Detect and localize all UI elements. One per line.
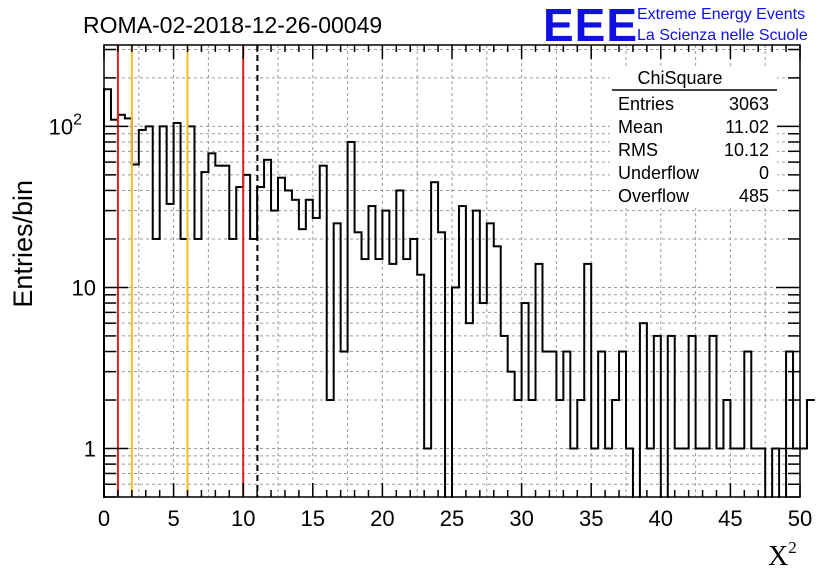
stats-row-value: 3063 (729, 94, 769, 114)
stats-box: ChiSquare Entries 3063 Mean 11.02 RMS 10.12 Un… (610, 66, 777, 208)
eee-logo-mark: EEE (543, 0, 638, 51)
stats-rows: Entries 3063 Mean 11.02 RMS 10.12 Underflow 0 Ov… (618, 94, 769, 206)
y-tick-label: 102 (49, 111, 82, 139)
x-axis-label-sup: 2 (788, 538, 797, 557)
x-tick-label: 45 (718, 506, 742, 531)
y-tick-label-sup: 2 (73, 111, 82, 128)
x-axis-label: X2 (768, 538, 797, 572)
stats-row-value: 11.02 (725, 117, 769, 137)
x-tick-label: 30 (509, 506, 533, 531)
x-tick-label: 5 (167, 506, 179, 531)
stats-row-value: 0 (759, 163, 769, 183)
x-tick-label: 35 (579, 506, 603, 531)
eee-logo: EEE Extreme Energy Events La Scienza nel… (543, 0, 808, 51)
reference-lines (116, 45, 259, 497)
y-axis-label: Entries/bin (8, 180, 38, 308)
eee-logo-line1: Extreme Energy Events (637, 6, 805, 23)
x-tick-label: 50 (788, 506, 812, 531)
stats-box-title: ChiSquare (637, 68, 722, 88)
y-tick-label: 10 (72, 275, 96, 300)
plot-frame (0, 44, 836, 572)
x-tick-label: 40 (649, 506, 673, 531)
x-tick-label: 10 (231, 506, 255, 531)
stats-row-value: 485 (739, 186, 769, 206)
stats-row-label: Entries (618, 94, 674, 114)
y-tick-label: 1 (84, 437, 96, 462)
x-tick-label: 25 (440, 506, 464, 531)
chart-title: ROMA-02-2018-12-26-00049 (83, 12, 382, 38)
x-tick-label: 15 (301, 506, 325, 531)
stats-row-value: 10.12 (724, 140, 769, 160)
stats-row-label: RMS (618, 140, 658, 160)
stats-row-label: Underflow (618, 163, 700, 183)
stats-row-label: Mean (618, 117, 663, 137)
eee-logo-line2: La Scienza nelle Scuole (637, 27, 808, 44)
x-axis-label-base: X (768, 541, 788, 572)
below-plot-mask (0, 498, 836, 572)
x-tick-label: 0 (98, 506, 110, 531)
stats-row-label: Overflow (618, 186, 690, 206)
x-tick-label: 20 (370, 506, 394, 531)
